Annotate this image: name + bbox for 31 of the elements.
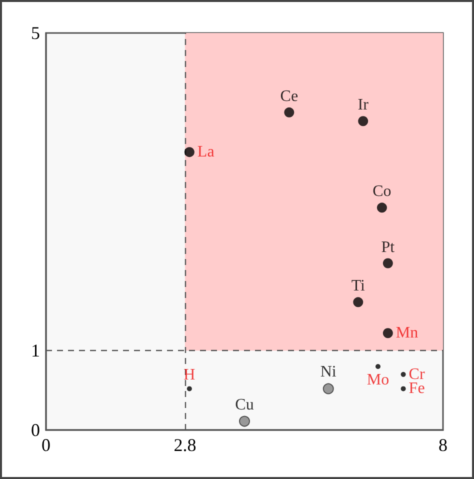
data-label: Pt: [381, 238, 396, 256]
point: [353, 297, 364, 308]
data-label: Fe: [408, 380, 425, 398]
data-label: Ni: [320, 364, 337, 381]
point: [375, 364, 380, 369]
x-tick-label: 2.8: [174, 435, 196, 455]
data-label: Co: [372, 183, 392, 200]
point: [400, 372, 406, 377]
y-tick-label: 1: [31, 340, 40, 361]
point: [184, 147, 194, 158]
point: [186, 386, 192, 392]
data-label: Mo: [366, 371, 390, 388]
point: [382, 328, 393, 338]
x-tick-label: 8: [438, 435, 448, 455]
point: [322, 383, 334, 394]
data-label: Mn: [396, 324, 418, 342]
point: [400, 386, 406, 392]
data-label: Ir: [358, 96, 370, 114]
point: [358, 116, 368, 126]
data-label: La: [197, 144, 214, 161]
data-label: Cr: [408, 366, 426, 383]
point: [382, 258, 393, 268]
data-label: Ce: [280, 88, 298, 105]
point: [284, 107, 294, 118]
point: [239, 416, 250, 427]
data-label: Ti: [351, 278, 366, 295]
point: [376, 202, 387, 213]
data-label: Cu: [235, 396, 254, 414]
y-tick-label: 0: [31, 420, 40, 440]
y-tick-label: 5: [31, 23, 40, 43]
data-label: H: [184, 366, 196, 384]
